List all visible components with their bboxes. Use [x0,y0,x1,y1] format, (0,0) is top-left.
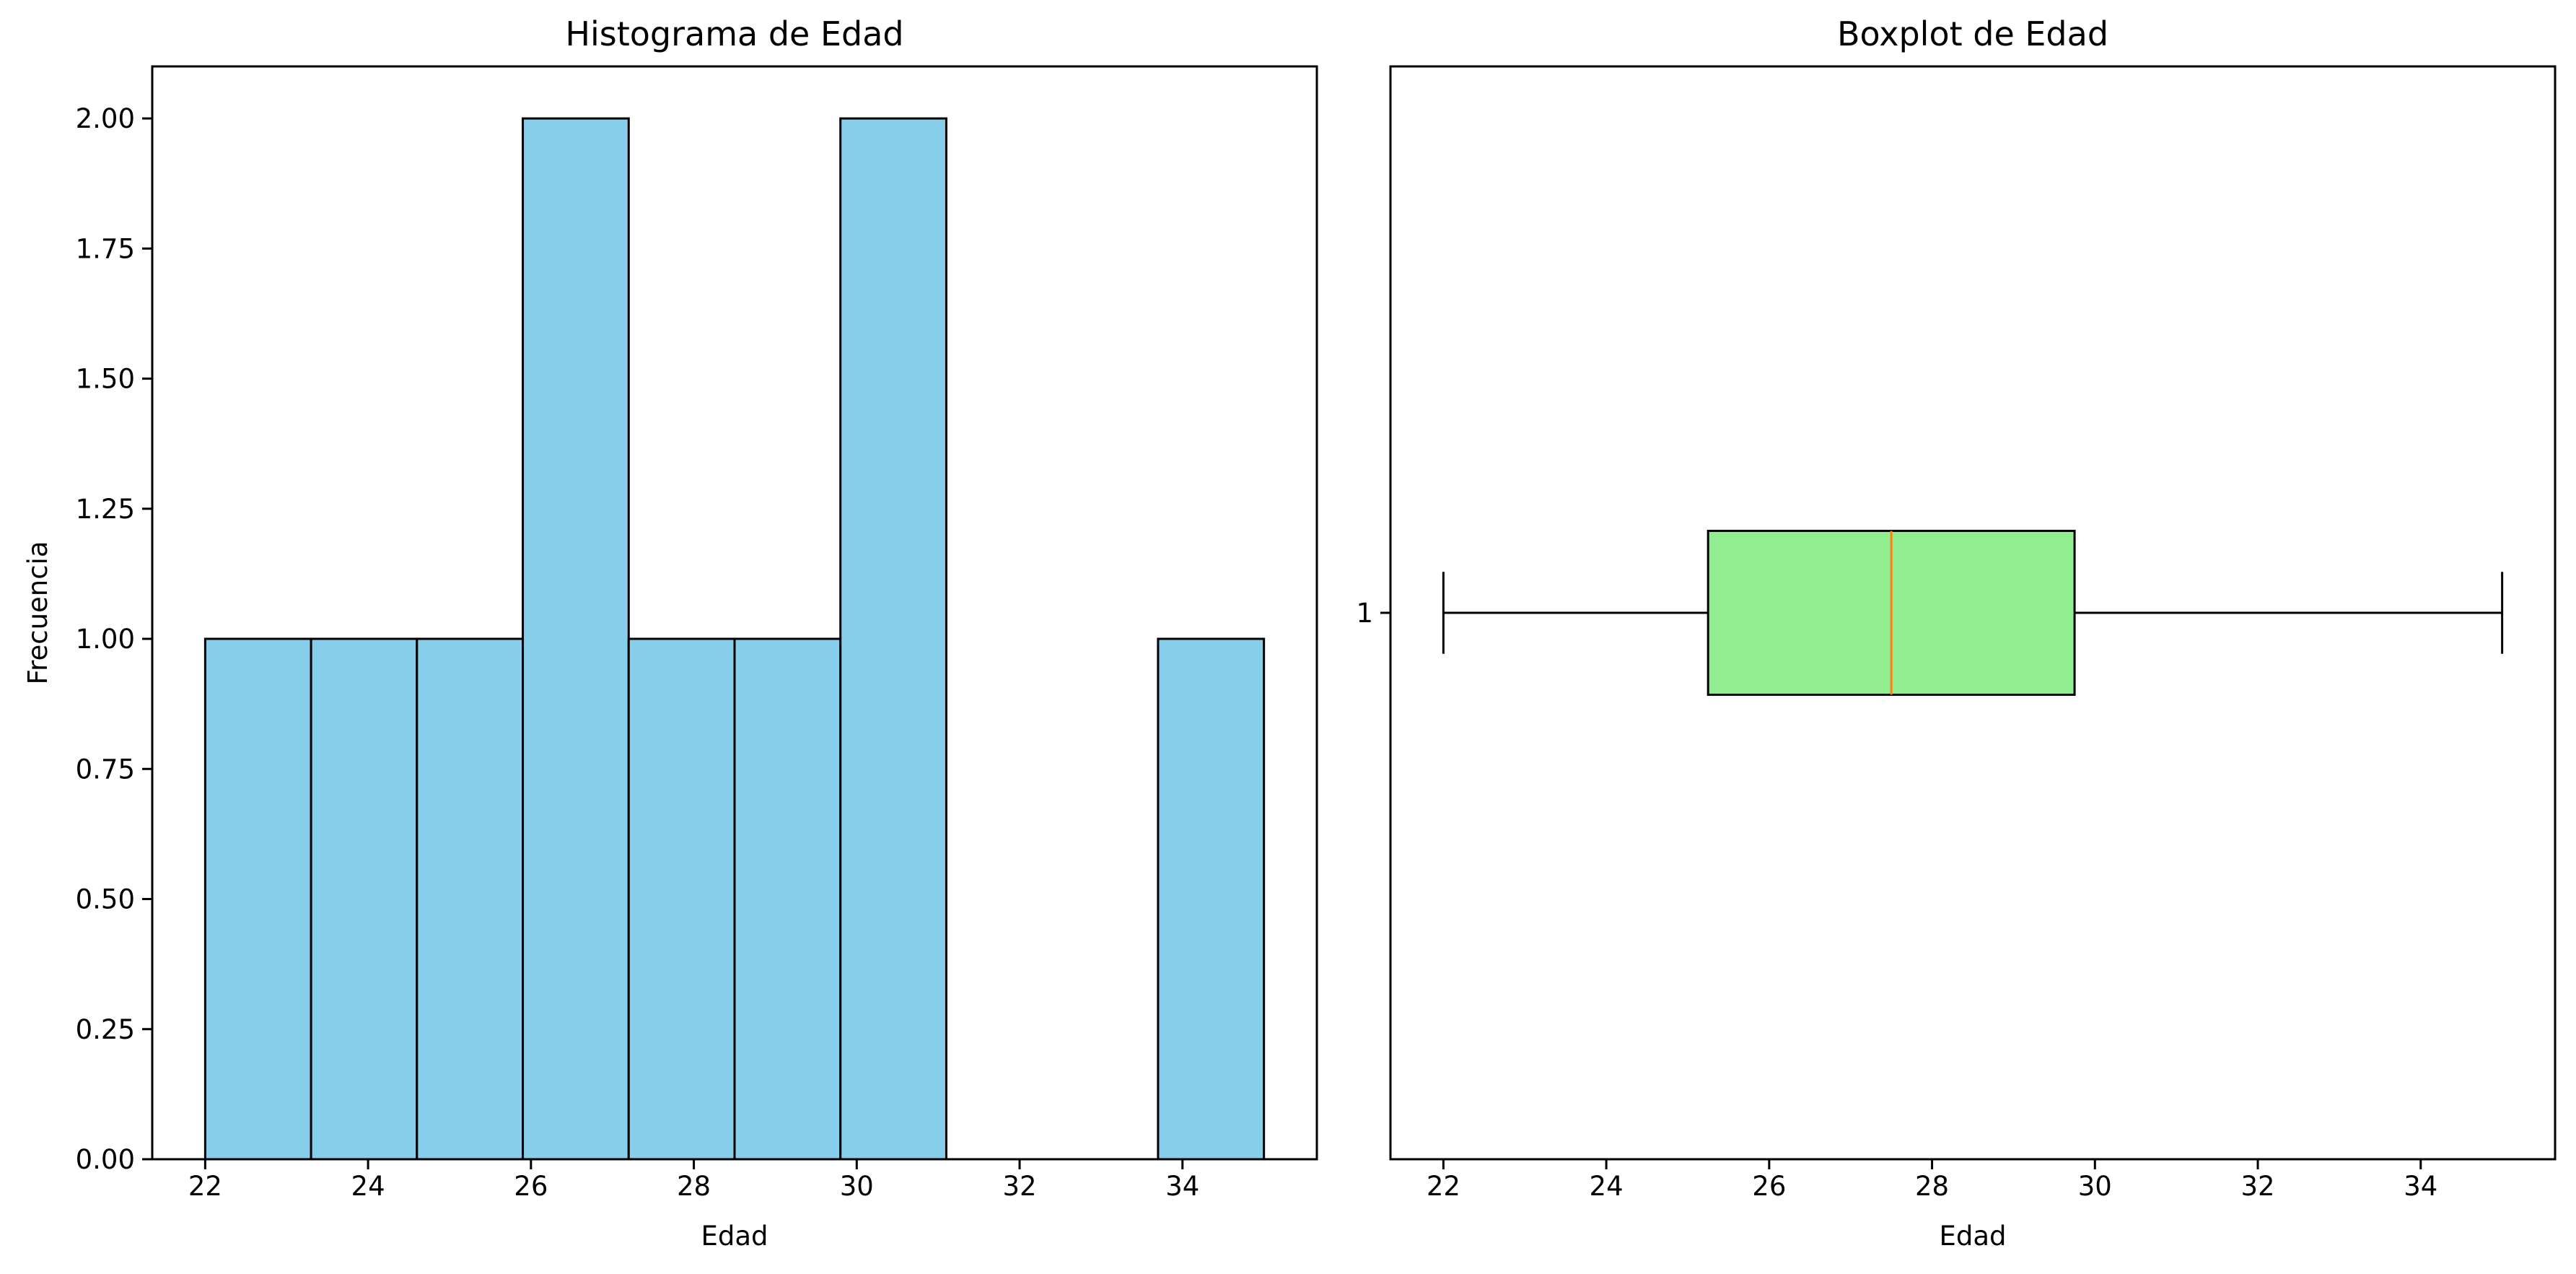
histogram-bar [627,637,736,1161]
histogram-panel: 22 24 26 28 30 32 34 0.00 0.25 0.50 0.75 1.00 1.25 1… [22,14,1318,1252]
histogram-bar [839,117,947,1161]
histogram-x-tick-label: 22 [188,1171,222,1202]
boxplot-x-axis-label: Edad [1939,1221,2006,1252]
histogram-x-tick-label: 30 [840,1171,874,1202]
histogram-y-axis-label: Frecuencia [22,541,53,684]
histogram-y-ticks: 0.00 0.25 0.50 0.75 1.00 1.25 1.50 1.75 2.00 [76,103,152,1175]
boxplot-title: Boxplot de Edad [1837,14,2108,53]
boxplot-x-ticks: 22 24 26 28 30 32 34 [1427,1159,2437,1202]
histogram-bar [416,637,525,1161]
histogram-axes-frame [151,65,1318,1161]
histogram-bars [203,117,1266,1161]
histogram-bar [310,637,419,1161]
histogram-y-tick-label: 0.00 [76,1144,135,1175]
histogram-y-tick-label: 2.00 [76,103,135,134]
histogram-y-tick-label: 0.25 [76,1014,135,1045]
boxplot-x-tick-label: 28 [1915,1171,1949,1202]
boxplot-x-tick-label: 34 [2404,1171,2437,1202]
boxplot-x-tick-label: 30 [2078,1171,2112,1202]
boxplot-x-tick-label: 22 [1427,1171,1460,1202]
histogram-title: Histograma de Edad [565,14,903,53]
boxplot-x-tick-label: 26 [1752,1171,1786,1202]
histogram-bar [203,637,312,1161]
histogram-y-tick-label: 1.50 [76,364,135,395]
histogram-y-tick-label: 1.25 [76,494,135,525]
histogram-x-tick-label: 34 [1165,1171,1199,1202]
histogram-x-tick-label: 32 [1002,1171,1036,1202]
histogram-x-tick-label: 28 [677,1171,711,1202]
histogram-bar [1157,637,1266,1161]
histogram-x-tick-label: 24 [351,1171,385,1202]
histogram-y-tick-label: 1.00 [76,624,135,655]
boxplot-x-tick-label: 24 [1590,1171,1624,1202]
histogram-y-tick-label: 0.75 [76,754,135,785]
boxplot-x-tick-label: 32 [2240,1171,2274,1202]
boxplot-y-ticks: 1 [1356,598,1390,629]
histogram-bar [522,117,630,1161]
boxplot-elements [1442,529,2504,697]
histogram-bar [733,637,842,1161]
boxplot-y-tick-label: 1 [1356,598,1373,629]
histogram-x-axis-label: Edad [701,1221,768,1252]
histogram-y-tick-label: 1.75 [76,233,135,264]
histogram-x-tick-label: 26 [514,1171,548,1202]
histogram-x-ticks: 22 24 26 28 30 32 34 [188,1159,1199,1202]
histogram-y-tick-label: 0.50 [76,884,135,915]
boxplot-panel: 22 24 26 28 30 32 34 1 Boxplot de Edad Edad [1356,14,2557,1252]
